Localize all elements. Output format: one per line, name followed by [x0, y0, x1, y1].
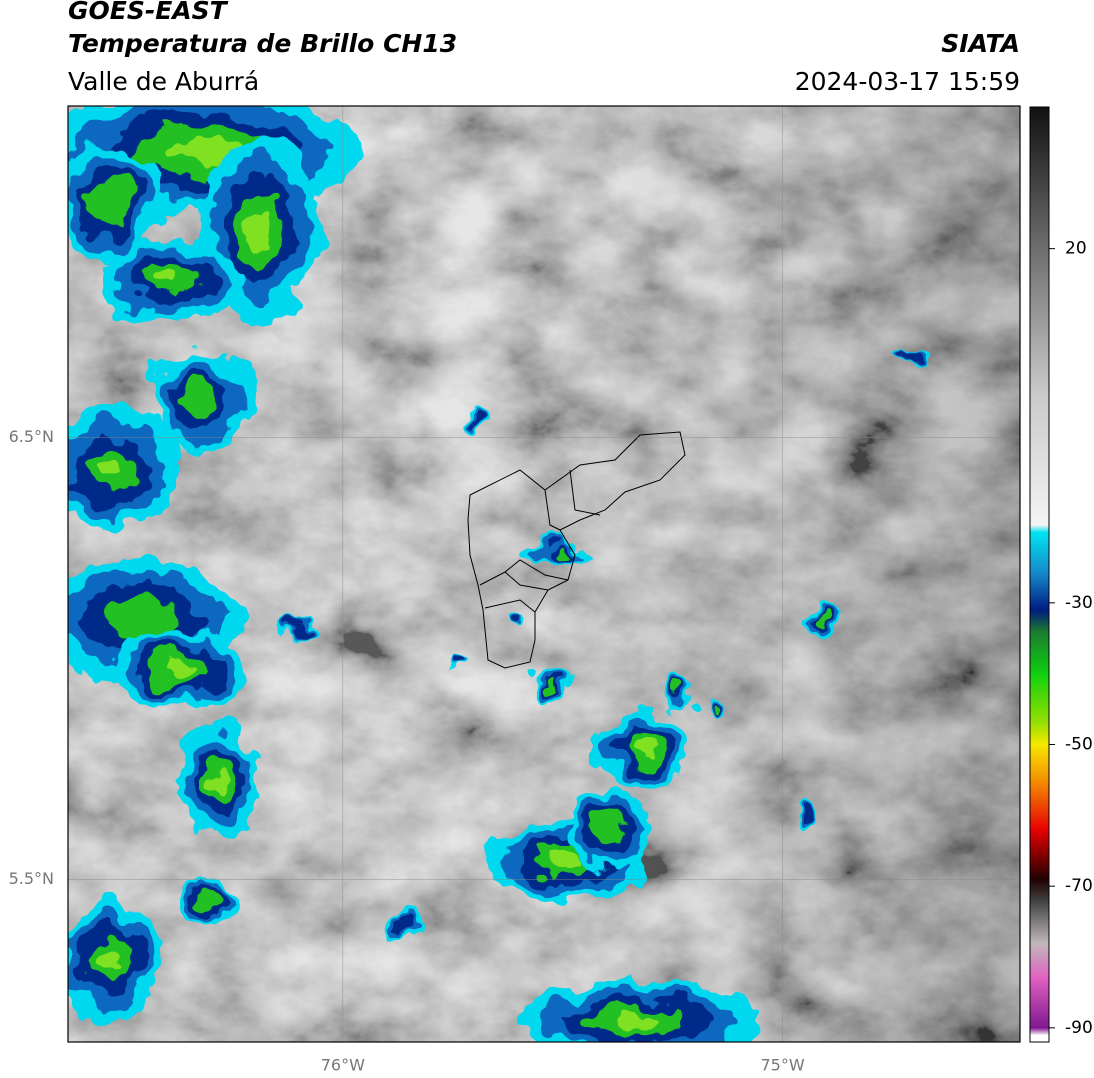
colorbar-segment — [1030, 879, 1049, 901]
colorbar-tick-label: 20 — [1065, 239, 1087, 259]
cloud-blob — [507, 613, 523, 623]
map-frame — [67, 105, 1021, 1043]
source: SIATA — [941, 29, 1020, 58]
cloud-blob — [817, 612, 829, 628]
colorbar-segment — [1030, 390, 1049, 526]
colorbar-tick-label: -50 — [1065, 735, 1093, 755]
colorbar-segment — [1030, 1034, 1049, 1043]
subtitle: Temperatura de Brillo CH13 — [68, 29, 457, 58]
cloud-blob — [180, 380, 220, 420]
grid — [68, 106, 1020, 1042]
colorbar-segment — [1030, 978, 1049, 1029]
cloud-blob — [673, 683, 687, 697]
x-tick-label: 75°W — [760, 1056, 804, 1075]
colorbar-segment — [1030, 942, 1049, 979]
datetime: 2024-03-17 15:59 — [795, 67, 1020, 96]
cloud-blob — [166, 662, 194, 678]
colorbar-segment — [1030, 744, 1049, 781]
cloud-blob — [594, 814, 626, 846]
cloud-blob — [799, 806, 811, 824]
colorbar-segment — [1030, 631, 1049, 675]
region: Valle de Aburrá — [68, 67, 259, 96]
cloud-blob — [544, 545, 576, 555]
cloud-blob — [156, 272, 184, 288]
colorbar-segment — [1030, 829, 1049, 880]
colorbar-segment — [1030, 609, 1049, 632]
map-image — [68, 106, 1020, 1042]
cloud-blob — [616, 1012, 664, 1028]
cloud-blob — [549, 852, 581, 868]
colorbar-tick-label: -90 — [1065, 1018, 1093, 1038]
cloud-blob — [388, 916, 412, 934]
cloud-blob — [288, 628, 312, 638]
cloud-blob — [248, 212, 272, 248]
colorbar-segment — [1030, 107, 1049, 250]
cloud-blob — [96, 458, 124, 482]
y-tick-label: 5.5°N — [9, 869, 54, 888]
cloud-blob — [100, 948, 120, 972]
colorbar-frame — [1029, 106, 1050, 1043]
cloud-tops — [68, 106, 930, 1042]
y-tick-label: 6.5°N — [9, 427, 54, 446]
colorbar-tick-label: -30 — [1065, 593, 1093, 613]
cloud-blob — [212, 768, 228, 792]
cloud-blob — [898, 352, 922, 358]
colorbar-segment — [1030, 524, 1049, 533]
colorbar-segment — [1030, 1027, 1049, 1036]
colorbar-segment — [1030, 248, 1049, 391]
cloud-blob — [541, 675, 555, 689]
colorbar: 20 -30 -50 -70 -90 — [1030, 107, 1093, 1043]
cloud-blob — [635, 742, 655, 758]
colorbar-segment — [1030, 900, 1049, 944]
cloud-blob — [469, 422, 487, 434]
municipality-borders — [467, 431, 686, 669]
cloud-blob — [715, 699, 725, 707]
colorbar-segment — [1030, 574, 1049, 611]
cloud-blob — [168, 138, 232, 162]
colorbar-segment — [1030, 532, 1049, 575]
colorbar-segment — [1030, 779, 1049, 830]
cloud-blob — [458, 654, 468, 662]
title: GOES-EAST — [68, 0, 229, 25]
cloud-blob — [90, 176, 130, 224]
colorbar-tick-label: -70 — [1065, 876, 1093, 896]
colorbar-segment — [1030, 673, 1049, 724]
cloud-blob — [198, 892, 222, 908]
x-tick-label: 76°W — [321, 1056, 365, 1075]
colorbar-segment — [1030, 723, 1049, 745]
